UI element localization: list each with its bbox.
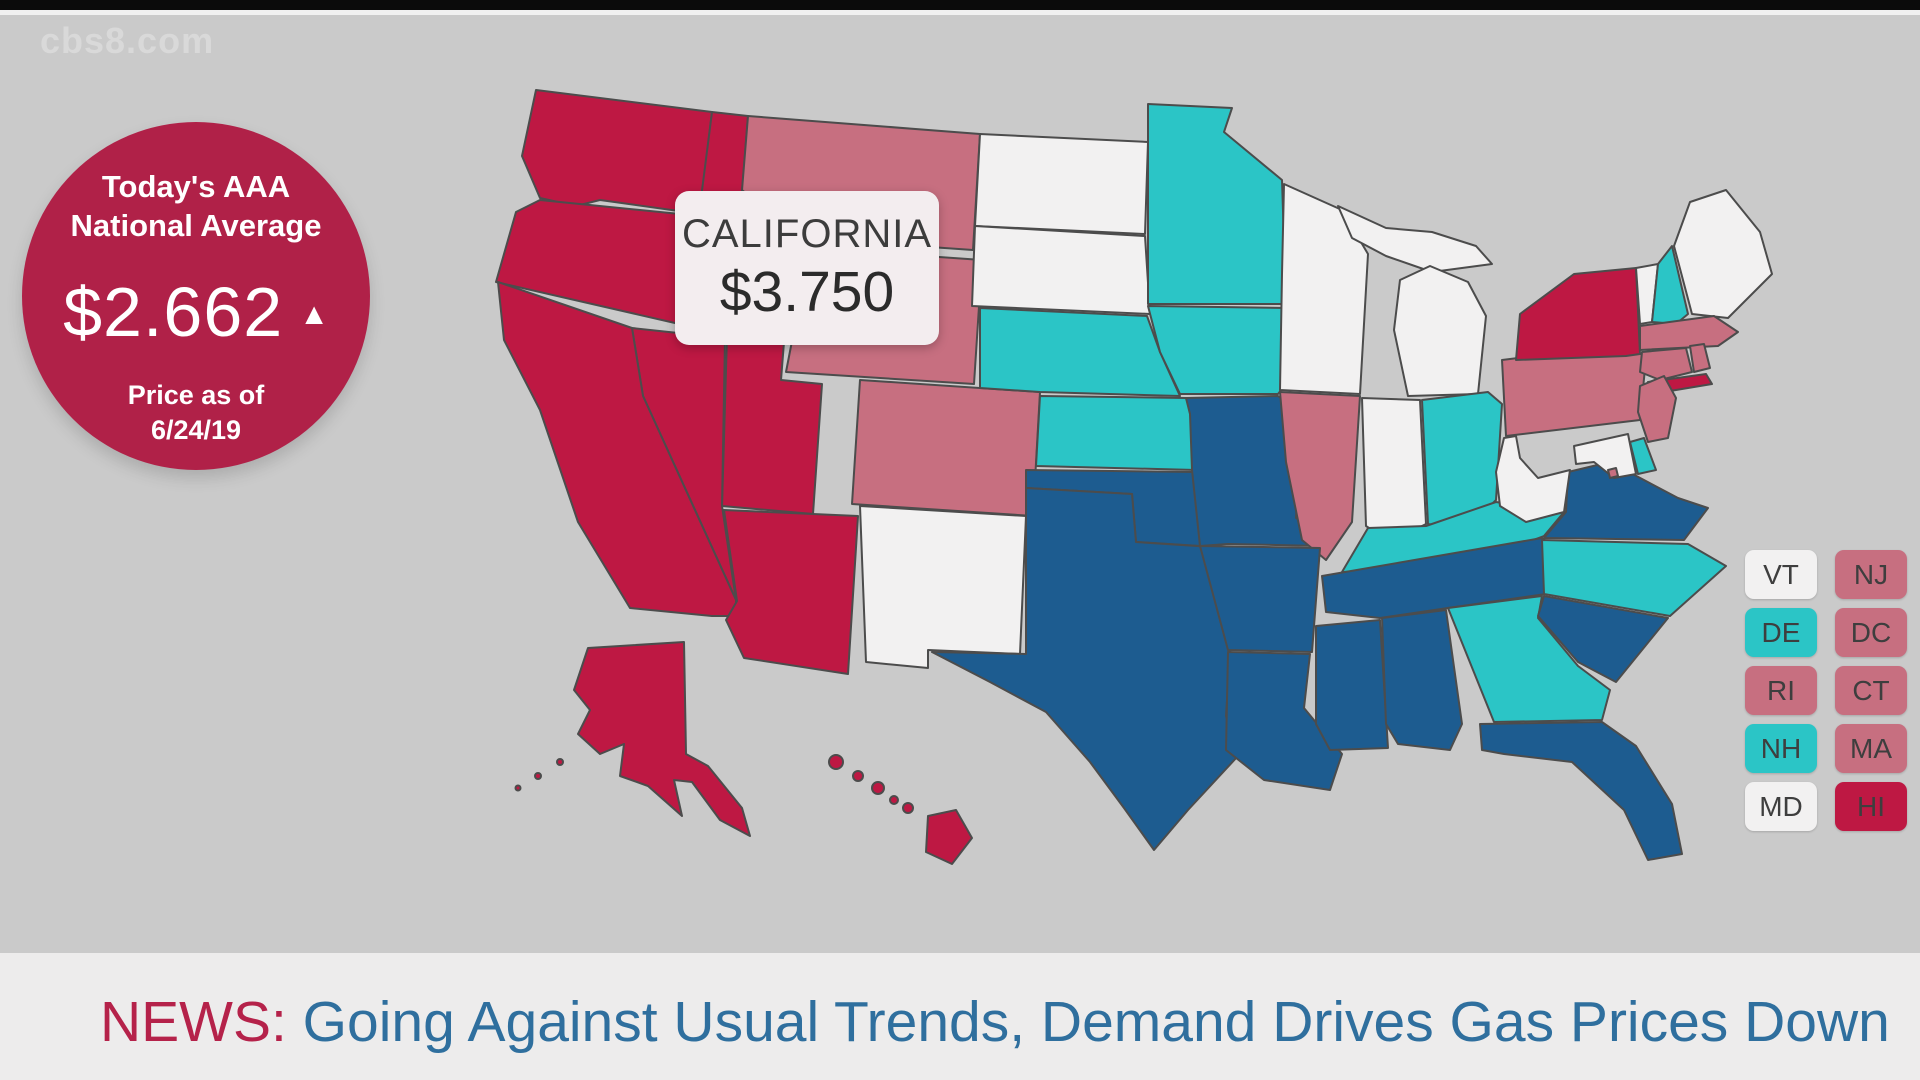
state-SC: [1537, 595, 1669, 683]
legend-tile-HI: HI: [1835, 782, 1907, 831]
state-AZ: [723, 509, 859, 675]
state-GA: [1447, 595, 1611, 723]
legend-tile-label: RI: [1767, 674, 1795, 706]
state-WV: [1495, 435, 1571, 523]
state-DE: [1629, 437, 1657, 475]
letterbox-top-bar: [0, 0, 1920, 10]
state-AK-aleutian-island: [514, 784, 522, 792]
legend-tile-NJ: NJ: [1835, 550, 1907, 599]
national-average-price: $2.662: [63, 272, 284, 351]
top-light-strip: [0, 10, 1920, 15]
state-NY: [1515, 267, 1641, 361]
national-average-badge: Today's AAA National Average $2.662 ▲ Pr…: [22, 122, 370, 470]
state-ME: [1673, 189, 1773, 319]
legend-tile-MD: MD: [1745, 782, 1817, 831]
badge-footnote-line1: Price as of: [127, 379, 265, 410]
state-MI: [1393, 265, 1487, 397]
legend-tile-VT: VT: [1745, 550, 1817, 599]
state-CA: [497, 281, 737, 617]
legend-tile-label: NJ: [1853, 558, 1889, 590]
state-AK-aleutian-island: [534, 772, 542, 780]
state-IN: [1361, 397, 1427, 543]
legend-tile-label: DC: [1850, 616, 1892, 648]
state-MS: [1315, 619, 1389, 751]
news-ticker-bar: NEWS: Going Against Usual Trends, Demand…: [0, 953, 1920, 1080]
legend-tile-label: VT: [1763, 558, 1799, 590]
legend-tile-label: HI: [1857, 790, 1885, 822]
legend-tile-NH: NH: [1745, 724, 1817, 773]
state-DC: [1607, 467, 1619, 479]
state-MI-upper-peninsula: [1337, 205, 1493, 273]
callout-state-name: CALIFORNIA: [681, 211, 933, 256]
legend-tile-label: CT: [1852, 674, 1890, 706]
legend-tile-DC: DC: [1835, 608, 1907, 657]
state-HI-island: [889, 795, 899, 805]
state-OR: [495, 199, 701, 327]
state-RI: [1689, 343, 1711, 373]
state-OH: [1421, 391, 1503, 531]
state-CT: [1639, 347, 1693, 381]
state-LA: [1225, 651, 1343, 791]
legend-tile-MA: MA: [1835, 724, 1907, 773]
callout-price: $3.750: [719, 259, 895, 324]
badge-footnote: Price as of 6/24/19: [128, 378, 265, 448]
state-ND: [974, 133, 1149, 235]
news-headline: NEWS: Going Against Usual Trends, Demand…: [100, 979, 1890, 1055]
state-HI-island: [852, 770, 864, 782]
news-headline-text: Going Against Usual Trends, Demand Drive…: [286, 989, 1890, 1054]
state-NC: [1541, 539, 1727, 617]
state-HI-big-island: [925, 809, 973, 865]
news-label: NEWS:: [100, 989, 287, 1054]
badge-title: Today's AAA National Average: [71, 168, 322, 246]
state-AK-aleutian-island: [556, 758, 564, 766]
state-HI-island: [902, 802, 914, 814]
state-SD: [971, 225, 1151, 315]
california-price-callout: CALIFORNIA $3.750: [675, 191, 939, 345]
state-MN: [1147, 103, 1287, 305]
state-NH: [1651, 245, 1689, 325]
badge-footnote-line2: 6/24/19: [150, 414, 242, 445]
state-NE: [979, 307, 1181, 397]
badge-price-row: $2.662 ▲: [63, 272, 329, 352]
state-AK: [573, 641, 751, 837]
state-HI-island: [871, 781, 885, 795]
legend-tile-label: DE: [1761, 616, 1801, 648]
station-watermark: cbs8.com: [40, 20, 215, 61]
small-states-legend: VT NJ DE DC RI CT NH MA MD HI: [1745, 550, 1907, 831]
state-IL: [1279, 391, 1361, 561]
state-AL: [1381, 609, 1463, 751]
legend-tile-CT: CT: [1835, 666, 1907, 715]
state-MA: [1639, 315, 1739, 351]
legend-tile-RI: RI: [1745, 666, 1817, 715]
state-KS: [1035, 395, 1197, 471]
state-CO: [851, 379, 1041, 517]
state-FL: [1479, 721, 1683, 861]
state-NJ: [1637, 375, 1677, 443]
price-up-triangle-icon: ▲: [299, 297, 329, 331]
legend-tile-label: NH: [1760, 732, 1802, 764]
state-AR: [1199, 545, 1321, 653]
badge-title-line1: Today's AAA: [101, 169, 291, 204]
legend-tile-DE: DE: [1745, 608, 1817, 657]
legend-tile-label: MA: [1850, 732, 1892, 764]
badge-title-line2: National Average: [70, 207, 322, 243]
state-HI-island: [828, 754, 844, 770]
legend-tile-label: MD: [1759, 790, 1803, 822]
state-NM: [859, 505, 1027, 669]
state-TX: [931, 487, 1239, 851]
